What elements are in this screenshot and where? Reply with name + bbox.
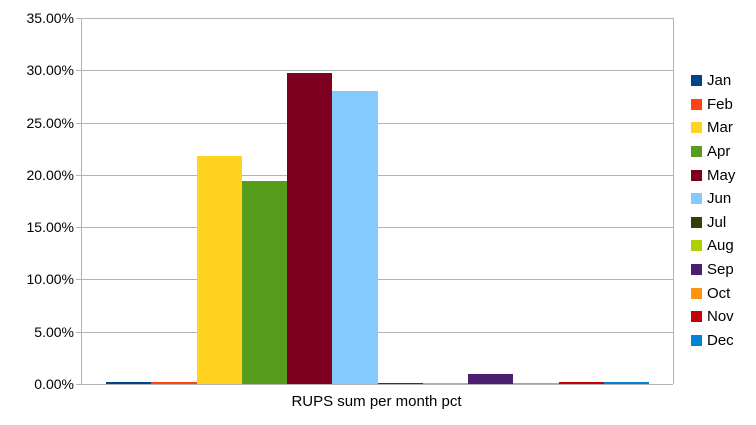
legend-label-mar: Mar (707, 119, 733, 137)
legend-swatch-nov (691, 311, 702, 323)
gridline-25.00% (82, 122, 673, 124)
y-axis-label-0.00%: 0.00% (34, 376, 74, 392)
y-tick (76, 122, 82, 124)
legend-item-nov: Nov (691, 305, 735, 329)
bar-sep (468, 373, 514, 384)
gridline-5.00% (82, 331, 673, 333)
bar-jan (106, 382, 152, 384)
y-axis-label-5.00%: 5.00% (34, 323, 74, 340)
bar-nov (558, 382, 604, 384)
chart-title: RUPS sum per month pct (291, 393, 462, 410)
legend-item-apr: Apr (691, 140, 735, 164)
gridline-15.00% (82, 227, 673, 229)
y-tick (76, 70, 82, 72)
legend-swatch-jan (691, 75, 702, 87)
legend-item-feb: Feb (691, 93, 735, 117)
legend-label-dec: Dec (707, 331, 734, 349)
y-tick (76, 174, 82, 176)
legend-label-apr: Apr (707, 143, 731, 161)
legend-swatch-jul (691, 216, 702, 228)
legend-item-sep: Sep (691, 258, 735, 282)
plot-area (76, 18, 674, 385)
legend-item-aug: Aug (691, 234, 735, 258)
bar-jun (332, 91, 378, 384)
legend-label-jun: Jun (707, 190, 732, 208)
legend-item-dec: Dec (691, 329, 735, 353)
legend-item-may: May (691, 163, 735, 187)
legend-swatch-dec (691, 334, 702, 346)
legend-swatch-feb (691, 98, 702, 110)
legend-label-may: May (707, 166, 736, 184)
bar-feb (151, 382, 197, 384)
legend-item-mar: Mar (691, 116, 735, 140)
y-axis-label-10.00%: 10.00% (26, 271, 74, 288)
y-tick (76, 279, 82, 281)
legend-item-oct: Oct (691, 281, 735, 305)
legend-item-jul: Jul (691, 211, 735, 235)
legend-swatch-jun (691, 193, 702, 205)
legend-label-feb: Feb (707, 95, 733, 113)
y-axis-label-25.00%: 25.00% (26, 114, 74, 131)
bar-oct (513, 382, 559, 384)
gridline-35.00% (82, 18, 673, 19)
legend-label-jul: Jul (707, 213, 727, 231)
legend-label-jan: Jan (707, 72, 732, 90)
y-axis-label-35.00%: 35.00% (26, 10, 74, 26)
legend-label-oct: Oct (707, 284, 731, 302)
y-tick (76, 331, 82, 333)
y-tick (76, 18, 82, 19)
legend-label-aug: Aug (707, 237, 734, 255)
legend-label-sep: Sep (707, 261, 734, 279)
legend-swatch-aug (691, 240, 702, 252)
bar-mar (196, 156, 242, 384)
y-tick (76, 384, 82, 385)
legend-swatch-sep (691, 264, 702, 276)
legend-item-jan: Jan (691, 69, 735, 93)
bar-dec (603, 382, 649, 384)
legend: Jan Feb Mar Apr May Jun Jul Aug Sep Oct Nov Dec (691, 69, 735, 352)
legend-item-jun: Jun (691, 187, 735, 211)
y-axis-labels: 0.00% 5.00% 10.00% 15.00% 20.00% 25.00% 30.00%… (0, 10, 74, 392)
bar-may (287, 72, 333, 384)
legend-label-nov: Nov (707, 308, 734, 326)
y-tick (76, 227, 82, 229)
y-axis-label-30.00%: 30.00% (26, 62, 74, 79)
gridline-30.00% (82, 70, 673, 72)
legend-swatch-mar (691, 122, 702, 134)
legend-swatch-apr (691, 146, 702, 158)
legend-swatch-may (691, 169, 702, 181)
legend-swatch-oct (691, 287, 702, 299)
bar-aug (422, 382, 468, 384)
gridline-20.00% (82, 174, 673, 176)
y-axis-label-15.00%: 15.00% (26, 219, 74, 236)
bar-jul (377, 382, 423, 384)
gridline-10.00% (82, 279, 673, 281)
y-axis-label-20.00%: 20.00% (26, 166, 74, 183)
bar-apr (241, 181, 287, 384)
gridline-0.00% (82, 384, 673, 385)
